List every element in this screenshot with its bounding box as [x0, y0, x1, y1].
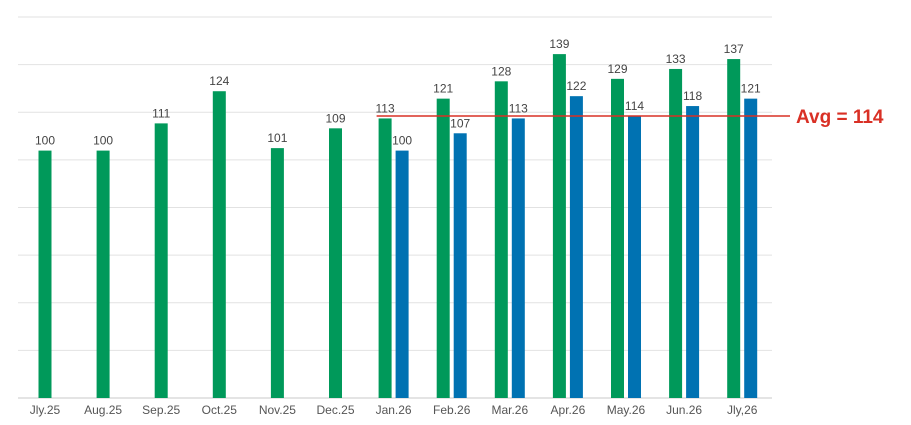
data-label-series1-5: 109 — [325, 111, 345, 125]
x-tick-labels: Jly.25 Aug.25 Sep.25 Oct.25 Nov.25 Dec.25 Jan.… — [30, 403, 758, 417]
bar-series1-11 — [669, 68, 683, 399]
data-label-series2-12: 121 — [741, 82, 761, 96]
average-label: Avg = 114 — [796, 107, 884, 128]
bar-series1-7 — [436, 98, 450, 399]
data-label-series1-10: 129 — [607, 62, 627, 76]
bar-series2-6 — [395, 150, 409, 398]
bars — [38, 54, 758, 399]
x-tick-label: Aug.25 — [84, 403, 122, 417]
x-tick-label: Apr.26 — [551, 403, 586, 417]
bar-series1-6 — [378, 118, 392, 399]
bar-series1-8 — [494, 81, 508, 398]
bar-series1-10 — [611, 78, 624, 398]
bar-series1-4 — [270, 148, 284, 398]
bar-series1-0 — [38, 150, 52, 398]
bar-series2-7 — [453, 133, 467, 398]
data-label-series2-7: 107 — [450, 116, 470, 130]
data-label-series2-10: 114 — [625, 99, 644, 113]
data-label-series1-4: 101 — [267, 131, 287, 145]
data-label-series2-9: 122 — [566, 79, 586, 93]
bar-series1-9 — [552, 54, 566, 399]
bar-series1-1 — [96, 150, 110, 398]
data-label-series1-7: 121 — [433, 82, 453, 96]
data-label-series1-2: 111 — [152, 106, 171, 120]
data-label-series1-11: 133 — [666, 52, 686, 66]
bar-series2-11 — [686, 106, 700, 398]
bar-series2-10 — [628, 115, 641, 399]
gridlines — [18, 16, 772, 351]
bar-series2-9 — [569, 96, 583, 399]
x-tick-label: Jun.26 — [666, 403, 702, 417]
data-label-series1-6: 113 — [376, 101, 395, 115]
x-tick-label: Dec.25 — [316, 403, 354, 417]
x-tick-label: Oct.25 — [202, 403, 238, 417]
data-label-series1-0: 100 — [35, 134, 55, 148]
bar-series2-12 — [744, 98, 758, 399]
data-label-series1-3: 124 — [209, 74, 229, 88]
x-tick-label: Mar.26 — [491, 403, 528, 417]
data-label-series1-8: 128 — [491, 64, 511, 78]
x-tick-label: May.26 — [607, 403, 646, 417]
x-tick-label: Jan.26 — [376, 403, 412, 417]
data-label-series1-1: 100 — [93, 134, 113, 148]
bar-series1-12 — [727, 59, 741, 398]
bar-series1-3 — [212, 91, 226, 399]
x-tick-label: Jly.25 — [30, 403, 61, 417]
data-label-series2-11: 118 — [683, 89, 702, 103]
bar-series2-8 — [511, 118, 525, 399]
bar-series1-2 — [154, 123, 168, 398]
data-label-series2-6: 100 — [392, 134, 412, 148]
x-tick-label: Feb.26 — [433, 403, 471, 417]
x-tick-label: Jly,26 — [727, 403, 758, 417]
x-tick-label: Nov.25 — [259, 403, 296, 417]
data-label-series1-12: 137 — [724, 42, 744, 56]
bar-series1-5 — [329, 128, 342, 398]
data-labels: 100 100 111 124 101 109 113 100 121 107 128 113 139 1… — [35, 37, 761, 147]
data-label-series1-9: 139 — [549, 37, 569, 51]
data-label-series2-8: 113 — [509, 101, 528, 115]
x-tick-label: Sep.25 — [142, 403, 180, 417]
